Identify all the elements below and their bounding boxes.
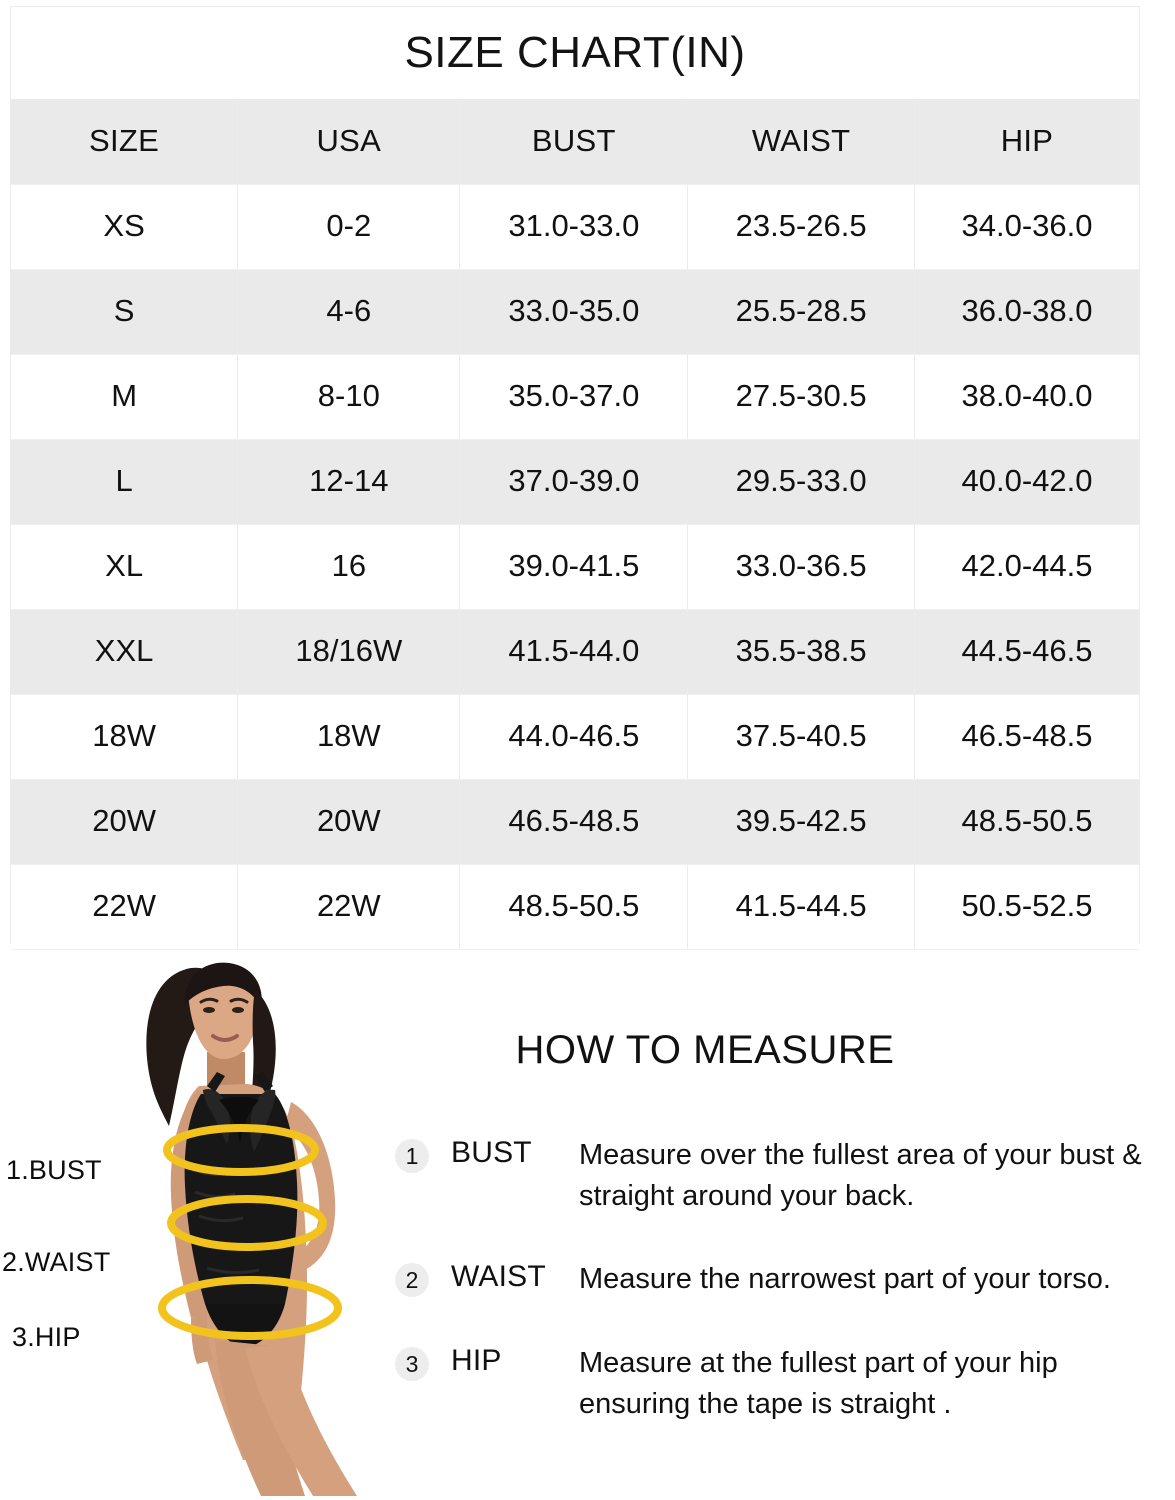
cell-waist: 29.5-33.0 [687,439,915,524]
cell-hip: 44.5-46.5 [914,609,1139,694]
cell-bust: 44.0-46.5 [459,693,689,780]
measure-term-waist: WAIST [451,1260,546,1294]
cell-usa: 16 [237,523,461,610]
table-row: M 8-10 35.0-37.0 27.5-30.5 38.0-40.0 [11,353,1139,440]
cell-hip: 36.0-38.0 [914,269,1139,354]
cell-size: XL [11,523,239,610]
model-photo [0,950,390,1500]
cell-hip: 42.0-44.5 [914,523,1139,610]
table-row: 18W 18W 44.0-46.5 37.5-40.5 46.5-48.5 [11,693,1139,780]
measure-term-hip: HIP [451,1343,502,1377]
cell-hip: 50.5-52.5 [914,863,1139,950]
cell-size: XXL [11,609,239,694]
step-number-badge: 2 [395,1263,429,1298]
cell-waist: 39.5-42.5 [687,779,915,864]
how-to-measure-panel: HOW TO MEASURE 1 BUST Measure over the f… [395,950,1175,1500]
cell-size: 18W [11,693,239,780]
cell-hip: 46.5-48.5 [914,693,1139,780]
list-item: 2 WAIST Measure the narrowest part of yo… [395,1259,1175,1300]
model-label-hip: 3.HIP [12,1322,81,1352]
cell-bust: 39.0-41.5 [459,523,689,610]
column-header-size: SIZE [11,99,239,184]
cell-usa: 22W [237,863,461,950]
cell-usa: 12-14 [237,439,461,524]
list-item: 1 BUST Measure over the fullest area of … [395,1135,1175,1217]
page-title: SIZE CHART(IN) [11,7,1139,99]
model-label-bust: 1.BUST [6,1155,102,1185]
cell-hip: 38.0-40.0 [914,353,1139,440]
table-row: 22W 22W 48.5-50.5 41.5-44.5 50.5-52.5 [11,863,1139,950]
list-item: 3 HIP Measure at the fullest part of you… [395,1343,1175,1425]
cell-usa: 18W [237,693,461,780]
cell-waist: 23.5-26.5 [687,183,915,270]
cell-waist: 27.5-30.5 [687,353,915,440]
cell-usa: 18/16W [237,609,461,694]
how-to-measure-list: 1 BUST Measure over the fullest area of … [395,1135,1175,1467]
table-row: XL 16 39.0-41.5 33.0-36.5 42.0-44.5 [11,523,1139,610]
table-row: XXL 18/16W 41.5-44.0 35.5-38.5 44.5-46.5 [11,609,1139,694]
table-row: L 12-14 37.0-39.0 29.5-33.0 40.0-42.0 [11,439,1139,524]
column-header-usa: USA [237,99,461,184]
how-to-measure-title: HOW TO MEASURE [515,1028,895,1072]
cell-waist: 35.5-38.5 [687,609,915,694]
cell-size: 22W [11,863,239,950]
column-header-waist: WAIST [687,99,915,184]
cell-waist: 33.0-36.5 [687,523,915,610]
cell-size: L [11,439,239,524]
step-number-badge: 1 [395,1139,429,1173]
cell-usa: 8-10 [237,353,461,440]
cell-waist: 41.5-44.5 [687,863,915,950]
cell-size: 20W [11,779,239,864]
cell-hip: 48.5-50.5 [914,779,1139,864]
cell-bust: 37.0-39.0 [459,439,689,524]
cell-bust: 48.5-50.5 [459,863,689,950]
cell-bust: 33.0-35.0 [459,269,689,354]
cell-bust: 35.0-37.0 [459,353,689,440]
cell-size: S [11,269,239,354]
column-header-bust: BUST [459,99,689,184]
model-label-waist: 2.WAIST [2,1247,111,1277]
cell-hip: 40.0-42.0 [914,439,1139,524]
cell-waist: 37.5-40.5 [687,693,915,780]
table-row: S 4-6 33.0-35.0 25.5-28.5 36.0-38.0 [11,269,1139,354]
model-illustration [146,962,357,1496]
measure-guide-section: HOW TO MEASURE 1 BUST Measure over the f… [0,950,1175,1500]
cell-size: M [11,353,239,440]
cell-bust: 31.0-33.0 [459,183,689,270]
cell-hip: 34.0-36.0 [914,183,1139,270]
size-chart-table: SIZE USA BUST WAIST HIP XS 0-2 31.0-33.0… [11,99,1139,950]
cell-waist: 25.5-28.5 [687,269,915,354]
table-row: XS 0-2 31.0-33.0 23.5-26.5 34.0-36.0 [11,183,1139,270]
cell-size: XS [11,183,239,270]
table-body: XS 0-2 31.0-33.0 23.5-26.5 34.0-36.0 S 4… [11,183,1139,950]
cell-usa: 20W [237,779,461,864]
step-number-badge: 3 [395,1346,429,1381]
size-chart-panel: SIZE CHART(IN) SIZE USA BUST WAIST HIP X… [10,6,1140,950]
cell-usa: 0-2 [237,183,461,270]
measure-desc-bust: Measure over the fullest area of your bu… [579,1139,1142,1213]
table-row: 20W 20W 46.5-48.5 39.5-42.5 48.5-50.5 [11,779,1139,864]
measure-desc-waist: Measure the narrowest part of your torso… [579,1263,1111,1296]
cell-usa: 4-6 [237,269,461,354]
cell-bust: 46.5-48.5 [459,779,689,864]
measure-desc-hip: Measure at the fullest part of your hip … [579,1346,1058,1420]
table-header: SIZE USA BUST WAIST HIP [11,99,1139,184]
measure-term-bust: BUST [451,1136,532,1169]
column-header-hip: HIP [914,99,1139,184]
table-header-row: SIZE USA BUST WAIST HIP [11,99,1139,184]
cell-bust: 41.5-44.0 [459,609,689,694]
